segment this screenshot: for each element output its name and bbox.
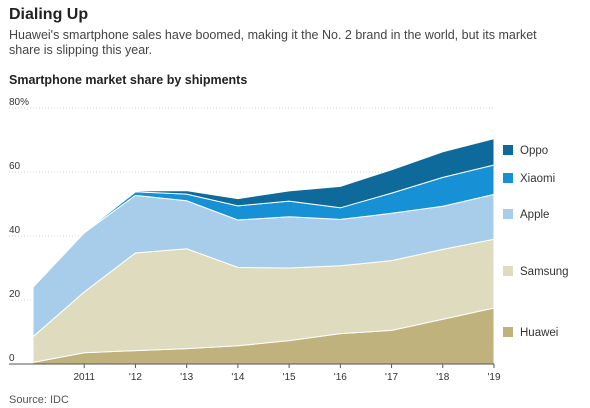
y-tick-label: 80% — [9, 97, 29, 108]
y-tick-label: 20 — [9, 289, 21, 300]
legend-swatch-apple — [503, 209, 513, 219]
area-layer — [32, 138, 495, 365]
legend-label-apple: Apple — [520, 209, 549, 221]
x-tick-label: '17 — [385, 372, 398, 383]
area-oppo — [32, 138, 495, 288]
y-tick-label: 0 — [9, 353, 15, 364]
legend-swatch-oppo — [503, 145, 513, 155]
y-tick-label: 60 — [9, 161, 21, 172]
legend-label-samsung: Samsung — [520, 266, 569, 278]
chart-subtitle: Huawei's smartphone sales have boomed, m… — [9, 28, 537, 57]
legend-label-huawei: Huawei — [520, 327, 558, 339]
legend-label-oppo: Oppo — [520, 145, 548, 157]
x-tick-label: '16 — [334, 372, 347, 383]
x-tick-label: '14 — [231, 372, 244, 383]
x-tick-label: '15 — [283, 372, 296, 383]
chart-headline: Dialing Up — [9, 6, 89, 23]
legend-swatch-huawei — [503, 327, 513, 337]
chart-title: Smartphone market share by shipments — [9, 73, 248, 87]
legend-label-xiaomi: Xiaomi — [520, 173, 555, 185]
y-tick-label: 40 — [9, 225, 21, 236]
x-tick-label: '18 — [436, 372, 449, 383]
x-tick-label: '13 — [180, 372, 193, 383]
axis-layer: 0 20 40 60 80% 2011 '12 '13 '14 '15 '16 '17 '18 '19 — [9, 97, 501, 383]
x-tick-label: '19 — [487, 372, 500, 383]
source-note: Source: IDC — [9, 394, 69, 406]
legend-swatch-xiaomi — [503, 173, 513, 183]
legend-swatch-samsung — [503, 266, 513, 276]
x-tick-label: 2011 — [73, 372, 95, 383]
legend-layer: Huawei Samsung Apple Xiaomi Oppo — [503, 145, 569, 339]
x-tick-label: '12 — [129, 372, 142, 383]
